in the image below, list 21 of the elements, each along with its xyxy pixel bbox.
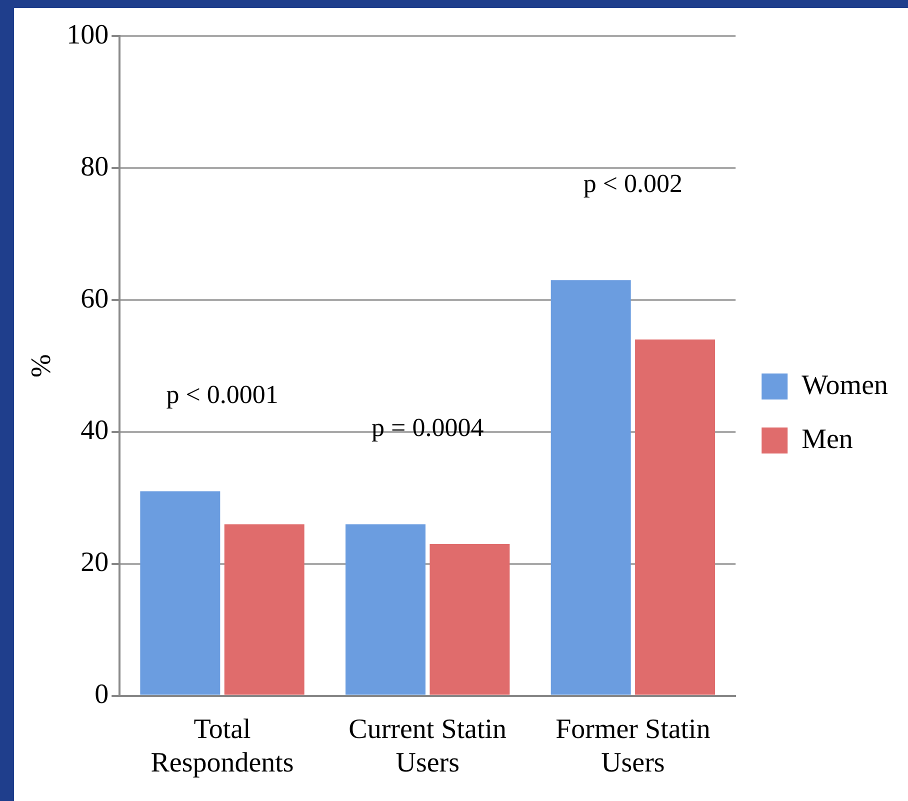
x-tick-label: Total Respondents — [150, 714, 294, 779]
x-tick-label: Current Statin Users — [348, 714, 507, 779]
y-axis-title: % — [26, 354, 58, 378]
y-tick-label: 60 — [80, 283, 109, 314]
y-tick-label: 80 — [80, 151, 109, 182]
legend-label: Women — [802, 370, 888, 401]
annotation: p = 0.0004 — [372, 413, 484, 442]
x-tick-label: Former Statin Users — [556, 714, 710, 779]
bar — [635, 340, 716, 695]
bar — [550, 280, 631, 695]
y-tick-label: 20 — [80, 547, 109, 578]
y-tick-label: 40 — [80, 415, 109, 446]
bar — [140, 491, 220, 695]
bar — [224, 524, 304, 695]
annotation: p < 0.0001 — [166, 380, 278, 410]
y-tick-label: 0 — [94, 679, 109, 710]
bar — [346, 524, 426, 695]
annotation: p < 0.002 — [583, 168, 683, 198]
y-tick-label: 100 — [66, 19, 109, 50]
bar — [430, 544, 510, 695]
legend-label: Men — [802, 424, 853, 455]
